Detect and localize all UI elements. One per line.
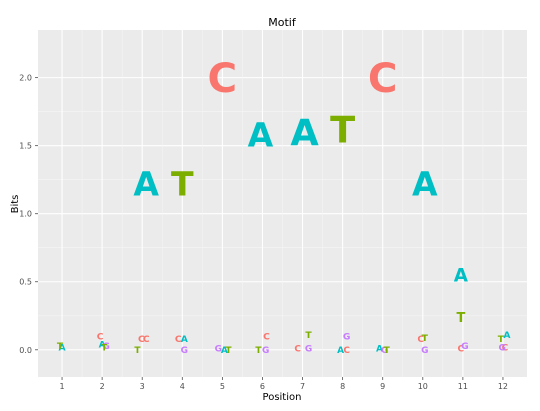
logo-letter-pos5-g: G bbox=[215, 345, 222, 355]
logo-letter-pos12-c: C bbox=[502, 343, 509, 353]
logo-letter-pos3-t: T bbox=[134, 346, 141, 356]
logo-letter-pos9-c: C bbox=[368, 54, 398, 102]
logo-letter-pos12-t: T bbox=[498, 334, 505, 345]
x-tick-label: 1 bbox=[60, 382, 65, 391]
logo-letter-pos7-t: T bbox=[305, 330, 312, 341]
logo-letter-pos5-a: A bbox=[221, 346, 228, 356]
logo-letter-pos7-a: A bbox=[290, 111, 319, 154]
logo-letter-pos6-a: A bbox=[248, 116, 274, 155]
logo-letter-pos12-g: G bbox=[498, 343, 505, 353]
x-tick-label: 3 bbox=[140, 382, 145, 391]
logo-letter-pos10-a: A bbox=[412, 165, 438, 204]
logo-letter-pos9-a: A bbox=[376, 345, 383, 355]
logo-letter-pos5-c: C bbox=[208, 54, 238, 102]
logo-letter-pos2-g: G bbox=[102, 342, 109, 352]
logo-letter-pos5-t: T bbox=[225, 346, 232, 356]
x-tick-label: 11 bbox=[458, 382, 468, 391]
y-tick-label: 1.0 bbox=[19, 210, 32, 219]
logo-letter-pos8-a: A bbox=[337, 346, 344, 356]
logo-letter-pos3-c: C bbox=[143, 334, 150, 345]
logo-letter-pos2-a: A bbox=[99, 340, 107, 351]
logo-letter-pos3-a-major: A bbox=[133, 165, 159, 204]
logo-letter-pos6-t: T bbox=[255, 346, 262, 356]
logo-letter-pos4-g: G bbox=[181, 346, 188, 356]
y-tick-label: 1.5 bbox=[19, 142, 32, 151]
logo-letter-pos8-c: C bbox=[343, 346, 350, 356]
logo-letter-pos11-g: G bbox=[461, 341, 469, 352]
logo-letter-pos9-t: T bbox=[384, 346, 391, 356]
x-tick-label: 6 bbox=[260, 382, 265, 391]
x-tick-label: 9 bbox=[380, 382, 385, 391]
y-tick-label: 0.0 bbox=[19, 346, 32, 355]
x-tick-label: 4 bbox=[180, 382, 185, 391]
logo-letter-pos1-a: A bbox=[58, 342, 66, 353]
logo-letter-pos2-t: T bbox=[101, 343, 108, 353]
logo-letter-pos11-c: C bbox=[458, 345, 465, 355]
x-tick-label: 10 bbox=[418, 382, 428, 391]
logo-letter-pos10-g: G bbox=[421, 346, 428, 356]
logo-letter-pos6-c: C bbox=[263, 331, 270, 342]
logo-letter-pos11-t: T bbox=[456, 311, 465, 326]
logo-letter-pos8-g: G bbox=[343, 331, 351, 342]
logo-letter-pos4-t-major: T bbox=[171, 165, 194, 204]
logo-letter-pos12-a: A bbox=[503, 330, 511, 341]
axes: 0.00.51.01.52.01 2 3 4 5 6 7 8 9 10 11 12 bbox=[19, 74, 508, 391]
logo-letter-pos2-c: C bbox=[97, 331, 104, 342]
logo-letter-pos11-a: A bbox=[454, 266, 469, 287]
x-tick-label: 12 bbox=[498, 382, 508, 391]
y-tick-label: 0.5 bbox=[19, 278, 32, 287]
x-tick-label: 5 bbox=[220, 382, 225, 391]
logo-letter-pos3-c: C bbox=[138, 334, 145, 345]
logo-letter-pos4-a: A bbox=[181, 334, 189, 345]
x-axis-label: Position bbox=[263, 392, 302, 403]
logo-letter-pos4-c: C bbox=[175, 334, 182, 345]
x-tick-label: 2 bbox=[100, 382, 105, 391]
logo-letter-pos7-c: C bbox=[294, 345, 301, 355]
y-axis-label: Bits bbox=[10, 195, 21, 214]
x-tick-label: 7 bbox=[300, 382, 305, 391]
logo-letter-pos6-g: G bbox=[262, 346, 269, 356]
logo-letter-pos9-g: G bbox=[381, 346, 388, 356]
logo-letter-pos8-t: T bbox=[330, 109, 355, 152]
chart-title: Motif bbox=[268, 16, 297, 29]
x-tick-label: 8 bbox=[340, 382, 345, 391]
y-tick-label: 2.0 bbox=[19, 74, 32, 83]
logo-letter-pos10-c: C bbox=[417, 334, 424, 345]
logo-letter-pos7-g: G bbox=[305, 345, 312, 355]
grid-lines bbox=[38, 30, 527, 377]
logo-letter-pos1-t: T bbox=[57, 341, 64, 352]
logo-letter-pos10-t: T bbox=[422, 333, 429, 344]
